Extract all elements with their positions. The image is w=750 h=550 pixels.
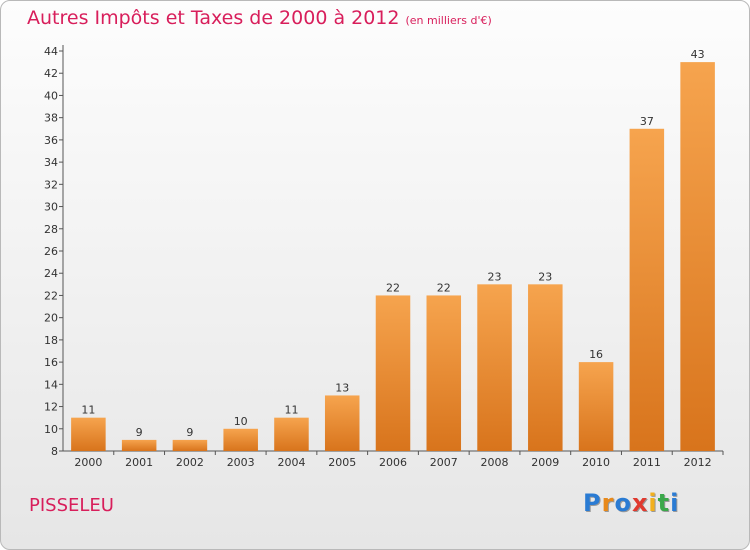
y-tick-label: 30: [44, 201, 58, 214]
y-tick-label: 20: [44, 312, 58, 325]
bar-chart: 8 10 12 14 16 18 20 22 24 26 28 30 32 34 36 38 40 42 44 20…: [44, 45, 724, 469]
bar: [274, 417, 309, 451]
data-label: 13: [335, 381, 349, 394]
bar: [629, 128, 665, 451]
chart-title: Autres Impôts et Taxes de 2000 à 2012 (en…: [27, 7, 492, 29]
logo-letter: o: [614, 489, 632, 517]
y-tick-label: 18: [44, 334, 58, 347]
title-main: Autres Impôts et Taxes de 2000 à 2012: [27, 7, 400, 29]
x-tick-label: 2006: [379, 456, 407, 469]
y-tick-label: 36: [44, 134, 58, 147]
y-tick-label: 26: [44, 245, 58, 258]
y-tick-label: 32: [44, 178, 58, 191]
x-tick-label: 2003: [227, 456, 255, 469]
x-tick-label: 2005: [328, 456, 356, 469]
proxiti-logo: Proxiti: [583, 489, 679, 517]
bar: [172, 439, 208, 451]
y-tick-label: 8: [51, 445, 58, 458]
y-tick-label: 12: [44, 401, 58, 414]
logo-letter: x: [631, 489, 649, 517]
y-tick-label: 40: [44, 89, 58, 102]
bar: [426, 295, 462, 451]
data-label: 11: [284, 404, 298, 417]
bar: [528, 284, 563, 451]
y-tick-label: 28: [44, 223, 58, 236]
bar: [71, 417, 106, 451]
data-label: 9: [186, 426, 193, 439]
x-tick-label: 2001: [125, 456, 153, 469]
bar: [477, 284, 512, 451]
data-label: 10: [234, 415, 248, 428]
data-label: 43: [691, 48, 705, 61]
data-label: 23: [488, 270, 502, 283]
x-tick-label: 2010: [582, 456, 610, 469]
bar: [121, 439, 157, 451]
title-unit: (en milliers d'€): [405, 14, 492, 27]
commune-name: PISSELEU: [29, 495, 114, 516]
data-label: 9: [136, 426, 143, 439]
logo-letter: P: [583, 489, 602, 517]
y-tick-label: 10: [44, 423, 58, 436]
x-tick-label: 2008: [481, 456, 509, 469]
logo-letter: t: [657, 489, 671, 517]
y-tick-label: 16: [44, 356, 58, 369]
data-label: 22: [437, 281, 451, 294]
y-tick-label: 38: [44, 112, 58, 125]
y-tick-label: 22: [44, 289, 58, 302]
x-tick-label: 2007: [430, 456, 458, 469]
data-label: 16: [589, 348, 603, 361]
logo-letter: r: [601, 489, 615, 517]
bar: [680, 62, 715, 451]
x-tick-label: 2004: [277, 456, 305, 469]
logo-letter: i: [670, 489, 680, 517]
bar: [223, 428, 258, 451]
data-label: 11: [81, 404, 95, 417]
x-tick-label: 2002: [176, 456, 204, 469]
y-tick-label: 42: [44, 67, 58, 80]
bar: [324, 395, 360, 451]
logo-letter: i: [648, 489, 658, 517]
data-label: 22: [386, 281, 400, 294]
x-tick-label: 2012: [684, 456, 712, 469]
data-label: 23: [538, 270, 552, 283]
x-tick-label: 2011: [633, 456, 661, 469]
y-tick-label: 34: [44, 156, 58, 169]
data-label: 37: [640, 115, 654, 128]
x-tick-label: 2009: [531, 456, 559, 469]
y-tick-label: 44: [44, 45, 58, 58]
x-tick-label: 2000: [74, 456, 102, 469]
y-tick-label: 14: [44, 378, 58, 391]
y-tick-label: 24: [44, 267, 58, 280]
bar: [578, 362, 614, 451]
bar: [375, 295, 411, 451]
